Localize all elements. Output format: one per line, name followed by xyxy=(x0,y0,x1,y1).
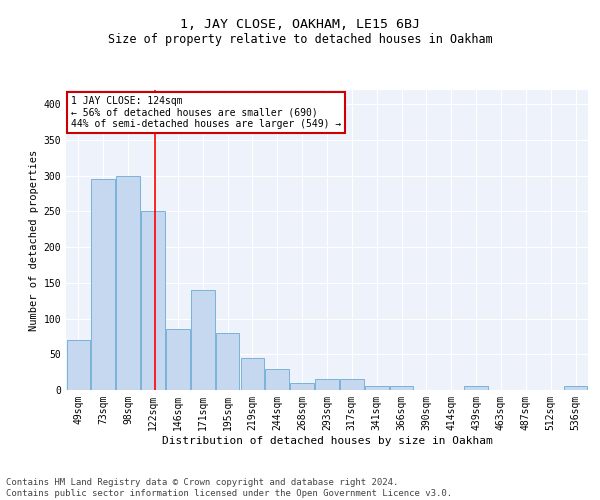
Text: Contains HM Land Registry data © Crown copyright and database right 2024.
Contai: Contains HM Land Registry data © Crown c… xyxy=(6,478,452,498)
Text: Size of property relative to detached houses in Oakham: Size of property relative to detached ho… xyxy=(107,32,493,46)
Bar xyxy=(464,386,488,390)
Bar xyxy=(290,383,314,390)
Bar xyxy=(166,330,190,390)
Bar xyxy=(564,386,587,390)
Bar xyxy=(91,180,115,390)
Bar xyxy=(265,368,289,390)
Bar xyxy=(67,340,90,390)
Bar xyxy=(141,212,165,390)
Bar xyxy=(390,386,413,390)
Text: 1 JAY CLOSE: 124sqm
← 56% of detached houses are smaller (690)
44% of semi-detac: 1 JAY CLOSE: 124sqm ← 56% of detached ho… xyxy=(71,96,341,129)
Y-axis label: Number of detached properties: Number of detached properties xyxy=(29,150,40,330)
Text: 1, JAY CLOSE, OAKHAM, LE15 6BJ: 1, JAY CLOSE, OAKHAM, LE15 6BJ xyxy=(180,18,420,30)
Bar xyxy=(191,290,215,390)
Bar xyxy=(365,386,389,390)
Bar xyxy=(315,380,339,390)
X-axis label: Distribution of detached houses by size in Oakham: Distribution of detached houses by size … xyxy=(161,436,493,446)
Bar xyxy=(241,358,264,390)
Bar xyxy=(116,176,140,390)
Bar xyxy=(216,333,239,390)
Bar xyxy=(340,380,364,390)
